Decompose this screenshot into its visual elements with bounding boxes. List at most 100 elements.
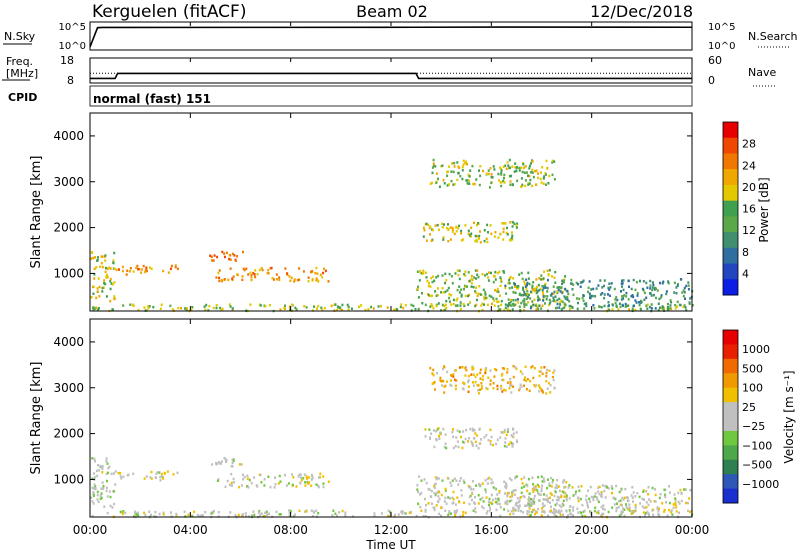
velocity-patches-cell (548, 501, 551, 504)
velocity-patches-cell (689, 488, 692, 492)
colorbar-tick-label: 28 (742, 138, 756, 151)
velocity-patches-cell (452, 501, 455, 504)
velocity-patches-cell (110, 472, 113, 476)
velocity-patches-cell (455, 379, 458, 382)
velocity-patches-cell (529, 379, 532, 383)
power-patches-cell (493, 235, 496, 238)
velocity-patches-cell (438, 437, 441, 440)
power-patches-cell (483, 274, 486, 277)
power-patches-cell (475, 303, 478, 307)
power-patches-cell (109, 277, 112, 281)
velocity-heatmap (90, 364, 694, 519)
velocity-patches-cell (596, 511, 599, 514)
power-patches-cell (459, 174, 462, 178)
velocity-patches-cell (520, 491, 523, 494)
power-patches-cell (271, 276, 274, 280)
power-patches-cell (229, 267, 232, 270)
power-patches-cell (535, 169, 538, 172)
velocity-patches-cell (519, 495, 522, 499)
velocity-patches-cell (462, 387, 465, 391)
velocity-patches-cell (232, 459, 235, 463)
velocity-patches-cell (479, 368, 482, 371)
velocity-patches-cell (453, 509, 456, 513)
velocity-patches-cell (454, 514, 457, 517)
velocity-patches-cell (510, 442, 513, 445)
x-tick-label: 12:00 (374, 523, 409, 537)
power-patches-cell (583, 307, 586, 310)
velocity-patches-cell (512, 509, 515, 512)
velocity-patches-cell (447, 513, 450, 517)
power-patches-cell (522, 163, 525, 166)
power-patches-cell (492, 280, 495, 284)
power-patches-cell (572, 283, 575, 286)
velocity-patches-cell (539, 493, 542, 496)
power-patches-cell (419, 271, 422, 275)
velocity-patches-cell (90, 496, 93, 499)
velocity-patches-cell (625, 503, 627, 506)
power-patches-cell (546, 290, 549, 293)
velocity-patches-cell (184, 515, 187, 518)
power-patches-cell (603, 304, 606, 308)
velocity-patches-cell (504, 441, 507, 444)
velocity-patches-cell (538, 485, 540, 488)
velocity-patches-cell (512, 507, 515, 510)
power-patches-cell (632, 295, 635, 299)
velocity-patches-cell (462, 514, 464, 517)
power-patches-cell (538, 304, 541, 307)
power-patches-cell (444, 303, 447, 307)
velocity-patches-cell (150, 470, 153, 474)
velocity-patches-cell (307, 476, 310, 479)
power-patches-cell (436, 223, 439, 227)
power-patches-cell (616, 298, 619, 302)
velocity-patches-cell (518, 388, 521, 392)
power-patches-cell (645, 296, 648, 299)
power-patches-cell (627, 298, 630, 301)
velocity-patches-cell (217, 461, 220, 464)
power-patches-cell (221, 307, 224, 311)
power-patches-cell (293, 280, 296, 283)
power-patches-cell (611, 304, 614, 307)
power-patches-cell (444, 272, 447, 276)
power-patches-cell (530, 305, 533, 308)
power-patches-cell (456, 161, 459, 164)
power-patches-cell (435, 181, 438, 185)
velocity-patches-cell (253, 513, 256, 517)
power-patches-cell (347, 305, 350, 309)
colorbar-segment (723, 474, 738, 490)
velocity-patches-cell (415, 514, 418, 518)
power-patches-cell (143, 306, 146, 309)
power-patches-cell (488, 294, 491, 297)
velocity-patches-cell (593, 509, 596, 513)
power-patches-cell (477, 292, 480, 295)
velocity-patches-cell (661, 502, 664, 505)
velocity-patches-cell (564, 485, 567, 489)
nave-label: Nave (748, 66, 776, 79)
power-patches-cell (608, 282, 611, 285)
power-patches-cell (475, 238, 478, 242)
velocity-patches-cell (501, 431, 504, 434)
velocity-patches-cell (620, 513, 623, 517)
velocity-patches-cell (259, 473, 262, 477)
velocity-patches-cell (600, 492, 603, 496)
velocity-patches-cell (473, 501, 475, 504)
velocity-patches-cell (508, 387, 511, 390)
velocity-patches-cell (431, 502, 433, 505)
velocity-patches-cell (331, 514, 334, 517)
velocity-patches-cell (471, 444, 474, 447)
power-patches-cell (589, 296, 591, 300)
colorbar-segment (723, 387, 738, 403)
velocity-patches-cell (101, 481, 104, 484)
power-patches-cell (443, 304, 446, 308)
velocity-patches-cell (430, 495, 433, 498)
velocity-patches-cell (594, 506, 597, 509)
velocity-patches-cell (471, 442, 474, 445)
power-patches-cell (429, 294, 432, 298)
velocity-patches-cell (510, 434, 513, 437)
velocity-patches-cell (476, 373, 479, 376)
power-patches-cell (537, 283, 540, 287)
power-patches-cell (593, 294, 596, 298)
velocity-patches-cell (441, 384, 444, 387)
velocity-patches-cell (534, 512, 537, 516)
velocity-patches-cell (508, 491, 510, 495)
velocity-patches-cell (438, 497, 441, 501)
